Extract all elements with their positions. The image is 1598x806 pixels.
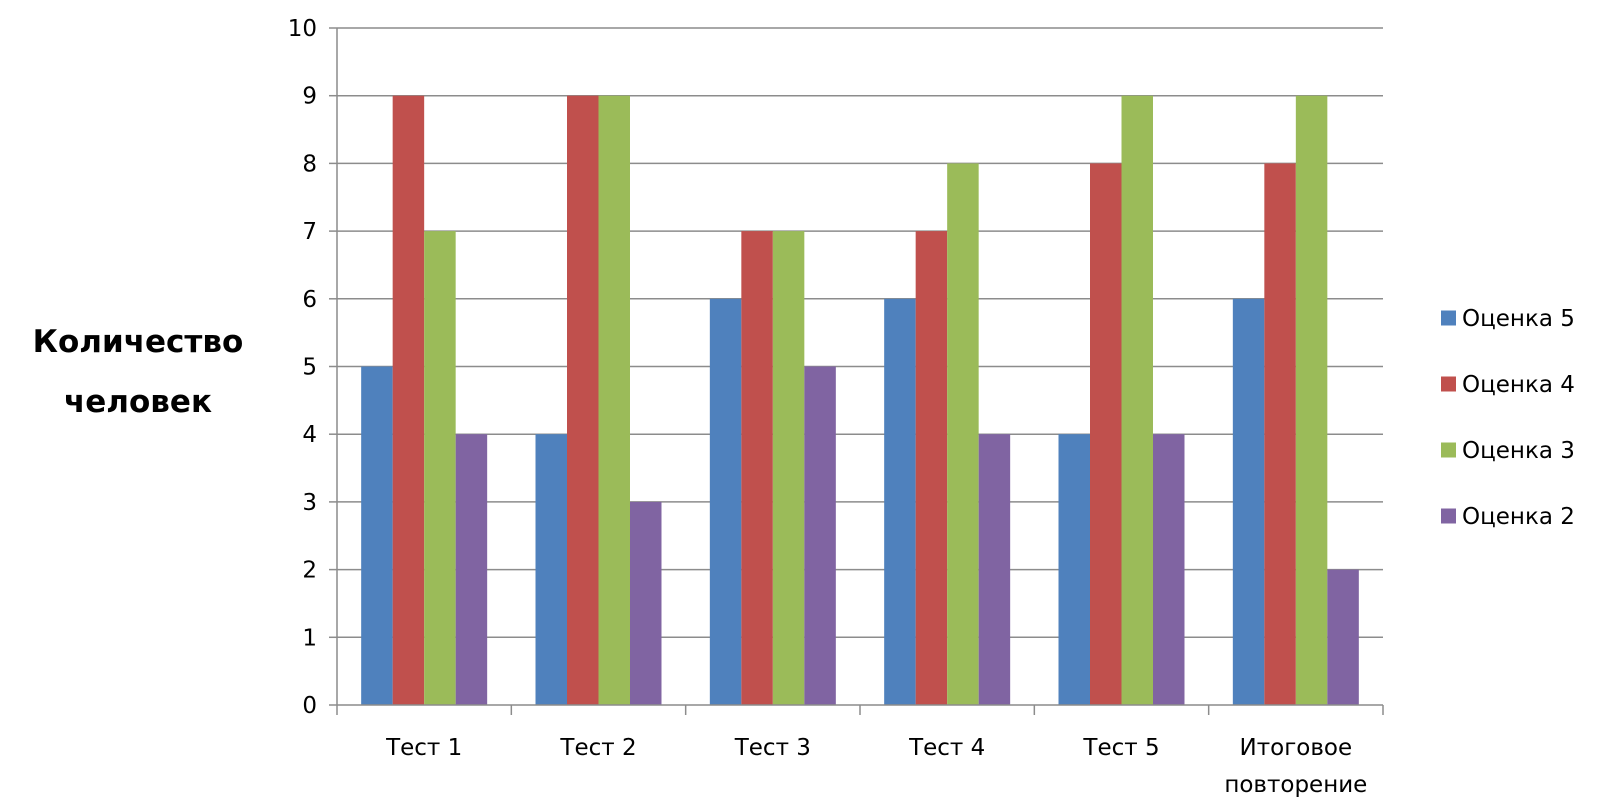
bar-оценка-5-5 <box>1058 434 1090 705</box>
axes <box>329 27 1384 715</box>
bar-оценка-5-4 <box>884 298 916 705</box>
y-tick-labels: 0 1 2 3 4 5 6 7 8 9 10 <box>288 16 317 719</box>
bar-оценка-2-4 <box>978 434 1011 705</box>
legend-swatch <box>1441 508 1456 524</box>
bar-оценка-3-2 <box>598 95 630 705</box>
bar-оценка-5-2 <box>535 434 567 705</box>
legend-swatch <box>1441 310 1456 326</box>
bar-оценка-2-6 <box>1327 569 1359 705</box>
x-tick-label: Тест 4 <box>908 735 985 761</box>
x-tick-label: повторение <box>1224 772 1367 798</box>
x-tick-labels: Тест 1 Тест 2 Тест 3 Тест 4 Тест 5 Итоговое по… <box>385 735 1367 798</box>
x-tick-label: Тест 2 <box>559 735 636 761</box>
y-tick-label: 5 <box>302 355 317 381</box>
bar-оценка-4-4 <box>915 231 948 705</box>
y-axis-label-line: человек <box>64 384 212 420</box>
legend-label: Оценка 3 <box>1462 438 1575 464</box>
legend-label: Оценка 2 <box>1462 504 1575 530</box>
x-tick-label: Итоговое <box>1240 735 1353 761</box>
legend: Оценка 5 Оценка 4 Оценка 3 Оценка 2 <box>1441 306 1575 530</box>
y-tick-label: 9 <box>302 84 317 110</box>
bar-оценка-2-1 <box>455 434 488 705</box>
bar-оценка-3-6 <box>1295 95 1328 705</box>
y-tick-label: 10 <box>288 16 317 42</box>
legend-label: Оценка 5 <box>1462 306 1575 332</box>
bar-оценка-4-6 <box>1264 163 1296 705</box>
y-axis-label: Количество человек <box>33 324 244 420</box>
y-axis-label-line: Количество <box>33 324 244 360</box>
bar-оценка-3-3 <box>772 231 805 705</box>
bar-оценка-3-1 <box>424 231 456 705</box>
y-tick-label: 4 <box>302 422 317 448</box>
bar-оценка-2-3 <box>804 366 836 705</box>
x-tick-label: Тест 5 <box>1082 735 1159 761</box>
y-tick-label: 7 <box>302 219 317 245</box>
bar-оценка-4-5 <box>1090 163 1122 705</box>
legend-swatch <box>1441 442 1456 458</box>
bar-оценка-3-4 <box>947 163 979 705</box>
gridlines <box>337 27 1383 639</box>
bar-оценка-5-1 <box>361 366 393 705</box>
bar-оценка-2-2 <box>630 501 662 705</box>
y-tick-label: 8 <box>302 151 317 177</box>
bar-оценка-3-5 <box>1121 95 1153 705</box>
x-tick-label: Тест 1 <box>385 735 462 761</box>
x-tick-label: Тест 3 <box>734 735 811 761</box>
bar-оценка-4-1 <box>392 95 425 705</box>
bars <box>361 95 1359 705</box>
legend-swatch <box>1441 376 1456 392</box>
bar-оценка-5-6 <box>1232 298 1265 705</box>
y-tick-label: 1 <box>302 625 317 651</box>
bar-оценка-5-3 <box>709 298 742 705</box>
bar-оценка-4-3 <box>741 231 773 705</box>
y-tick-label: 2 <box>302 558 317 584</box>
y-tick-label: 0 <box>302 693 317 719</box>
legend-label: Оценка 4 <box>1462 372 1575 398</box>
bar-оценка-2-5 <box>1153 434 1185 705</box>
y-tick-label: 6 <box>302 287 317 313</box>
y-tick-label: 3 <box>302 490 317 516</box>
bar-оценка-4-2 <box>567 95 599 705</box>
